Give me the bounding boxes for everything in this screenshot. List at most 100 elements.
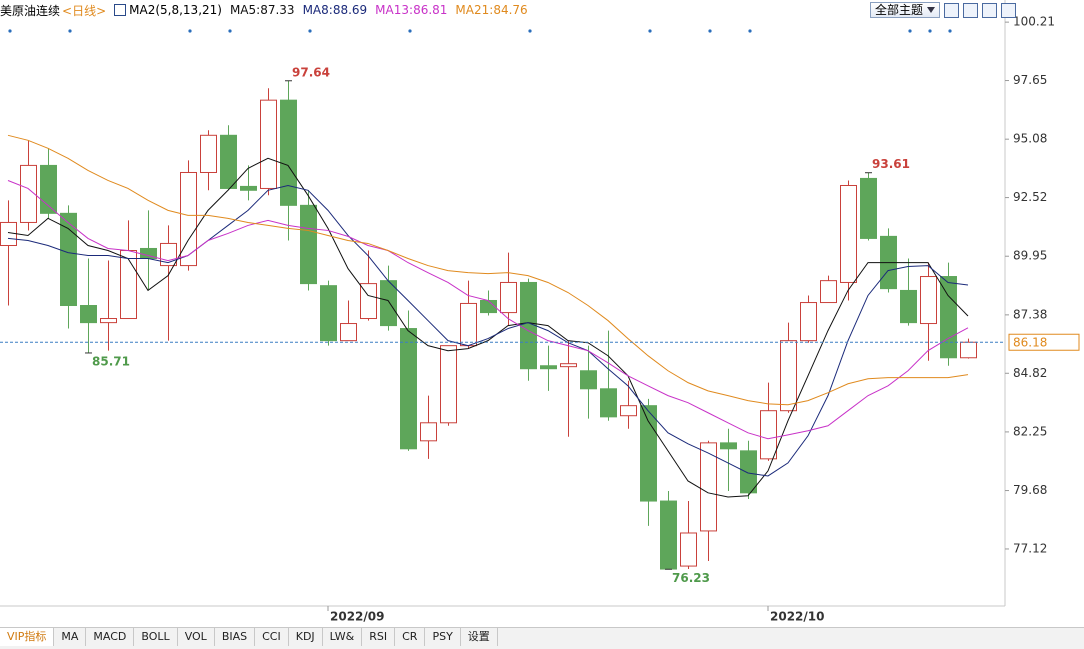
indicator-icon[interactable]: [114, 4, 127, 16]
back-button[interactable]: [982, 2, 998, 18]
legend-entry: MA21:84.76: [455, 3, 527, 17]
legend-value: 88.69: [332, 3, 368, 17]
candle-body: [700, 442, 717, 532]
y-tick-label: 95.08: [1013, 132, 1047, 146]
legend-separator: :: [409, 3, 414, 17]
toolbar-tab[interactable]: CR: [395, 628, 426, 646]
candle-body: [180, 171, 197, 267]
toolbar-tab[interactable]: MACD: [86, 628, 135, 646]
toolbar-tab[interactable]: CCI: [255, 628, 289, 646]
candle-body: [280, 99, 297, 206]
y-tick-label: 92.52: [1013, 190, 1047, 204]
legend-name: MA21: [455, 3, 490, 17]
candle-body: [600, 388, 617, 418]
period[interactable]: <日线>: [62, 3, 107, 18]
candle-body: [960, 341, 977, 359]
candle-body: [680, 532, 697, 567]
candle-body: [40, 164, 57, 214]
candle-body: [720, 442, 737, 450]
instrument-title: 美原油连续: [0, 3, 61, 18]
high-label: 97.64: [292, 65, 330, 79]
low-label: 85.71: [92, 354, 130, 368]
legend-separator: :: [328, 3, 333, 17]
candle-body: [440, 345, 457, 424]
toolbar-tab[interactable]: KDJ: [289, 628, 323, 646]
candle-body: [740, 450, 757, 494]
candle-body: [920, 276, 937, 325]
candle-body: [240, 185, 257, 191]
legend: 美原油连续 <日线> MA2(5,8,13,21) MA5:87.33 MA8:8…: [0, 2, 536, 18]
toolbar-tab[interactable]: BOLL: [134, 628, 178, 646]
legend-name: MA8: [302, 3, 329, 17]
y-tick-label: 97.65: [1013, 73, 1047, 87]
candle-body: [800, 302, 817, 342]
candle-body: [340, 323, 357, 342]
candle-body: [220, 134, 237, 189]
zoom-out-button[interactable]: [963, 2, 979, 18]
top-controls: 全部主题: [870, 2, 1017, 18]
candle-body: [500, 281, 517, 314]
candle-body: [80, 305, 97, 324]
y-tick-label: 87.38: [1013, 307, 1047, 321]
y-tick-label: 79.68: [1013, 483, 1047, 497]
candle-body: [120, 250, 137, 320]
y-tick-label: 89.95: [1013, 249, 1047, 263]
toolbar-tab[interactable]: MA: [54, 628, 87, 646]
toolbar-tab[interactable]: LW&: [323, 628, 363, 646]
candle-body: [260, 99, 277, 189]
plot-area: 85.71 97.64 76.23 93.61: [0, 65, 977, 585]
theme-button[interactable]: 全部主题: [870, 2, 941, 18]
candle-body: [640, 405, 657, 502]
candle-body: [620, 405, 637, 417]
ma-line: [7, 134, 969, 406]
toolbar-tab[interactable]: BIAS: [215, 628, 256, 646]
candle-body: [540, 365, 557, 370]
candle-body: [580, 370, 597, 390]
event-markers: [8, 29, 952, 33]
legend-separator: :: [256, 3, 261, 17]
candle-body: [840, 184, 857, 283]
legend-entry: MA13:86.81: [375, 3, 447, 17]
low-label: 76.23: [672, 571, 710, 585]
indicator-label: MA2(5,8,13,21): [129, 3, 222, 17]
candle-body: [560, 363, 577, 368]
x-tick-label: 2022/10: [770, 610, 824, 624]
legend-entry: MA5:87.33: [230, 3, 295, 17]
ma-line: [7, 184, 969, 477]
legend-value: 84.76: [493, 3, 528, 17]
toolbar-tab[interactable]: PSY: [425, 628, 461, 646]
candle-body: [320, 285, 337, 342]
toolbar-tab[interactable]: 设置: [461, 628, 498, 646]
toolbar-tab[interactable]: VOL: [178, 628, 215, 646]
toolbar-tab[interactable]: RSI: [362, 628, 396, 646]
zoom-in-button[interactable]: [944, 2, 960, 18]
y-tick-label: 77.12: [1013, 541, 1047, 555]
forward-button[interactable]: [1001, 2, 1017, 18]
ma-line: [7, 157, 969, 498]
candle-body: [100, 318, 117, 324]
theme-label: 全部主题: [875, 3, 924, 17]
y-tick-label: 82.25: [1013, 424, 1047, 438]
ma-line: [7, 180, 969, 440]
legend-entry: MA8:88.69: [303, 3, 368, 17]
high-label: 93.61: [872, 157, 910, 171]
legend-name: MA13: [375, 3, 410, 17]
x-tick-label: 2022/09: [330, 610, 384, 624]
indicator-toolbar: VIP指标 MA MACD BOLL VOL BIAS CCI KDJ LW& RSI CR PSY 设…: [0, 627, 1084, 649]
price-label-box: [1008, 333, 1080, 351]
chart: 85.71 97.64 76.23 93.61 100.21 97.65 95.08 92.…: [0, 0, 1080, 624]
legend-value: 87.33: [260, 3, 295, 17]
price-label: 86.18: [1013, 336, 1047, 350]
candle-body: [820, 280, 837, 304]
dropdown-arrow: [927, 7, 936, 13]
toolbar-tab[interactable]: VIP指标: [0, 628, 55, 646]
candle-body: [400, 328, 417, 450]
candle-body: [0, 221, 17, 247]
candle-body: [360, 283, 377, 320]
candle-body: [20, 164, 37, 223]
candle-body: [460, 302, 477, 347]
candle-body: [760, 410, 777, 460]
candle-body: [780, 340, 797, 412]
legend-separator: :: [489, 3, 494, 17]
candle-body: [940, 276, 957, 359]
